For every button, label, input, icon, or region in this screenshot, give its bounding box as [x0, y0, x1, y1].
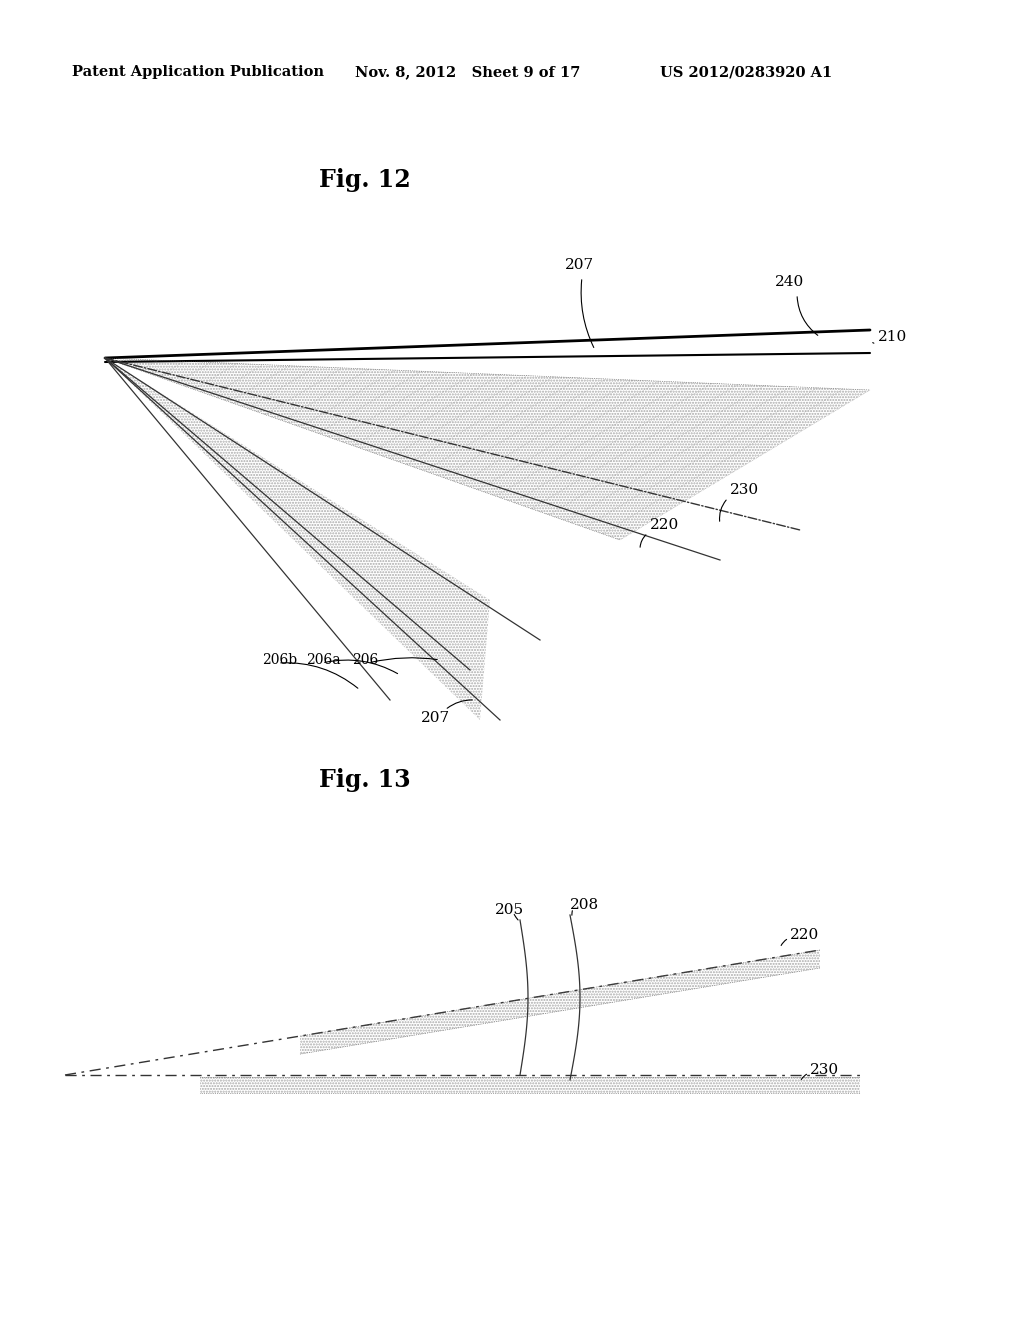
Text: 220: 220 [650, 517, 679, 532]
Text: 206: 206 [352, 653, 378, 667]
Text: 207: 207 [565, 257, 595, 272]
Text: 208: 208 [570, 898, 599, 912]
Text: US 2012/0283920 A1: US 2012/0283920 A1 [660, 65, 833, 79]
Text: 230: 230 [730, 483, 759, 498]
Text: 230: 230 [810, 1063, 839, 1077]
Text: Fig. 12: Fig. 12 [319, 168, 411, 191]
Text: 207: 207 [421, 711, 450, 725]
Text: 205: 205 [496, 903, 524, 917]
Text: 210: 210 [878, 330, 907, 345]
Text: Fig. 13: Fig. 13 [319, 768, 411, 792]
Text: 206a: 206a [306, 653, 341, 667]
Text: 220: 220 [790, 928, 819, 942]
Text: Nov. 8, 2012   Sheet 9 of 17: Nov. 8, 2012 Sheet 9 of 17 [355, 65, 581, 79]
Text: 240: 240 [775, 275, 805, 289]
Text: 206b: 206b [262, 653, 297, 667]
Text: Patent Application Publication: Patent Application Publication [72, 65, 324, 79]
